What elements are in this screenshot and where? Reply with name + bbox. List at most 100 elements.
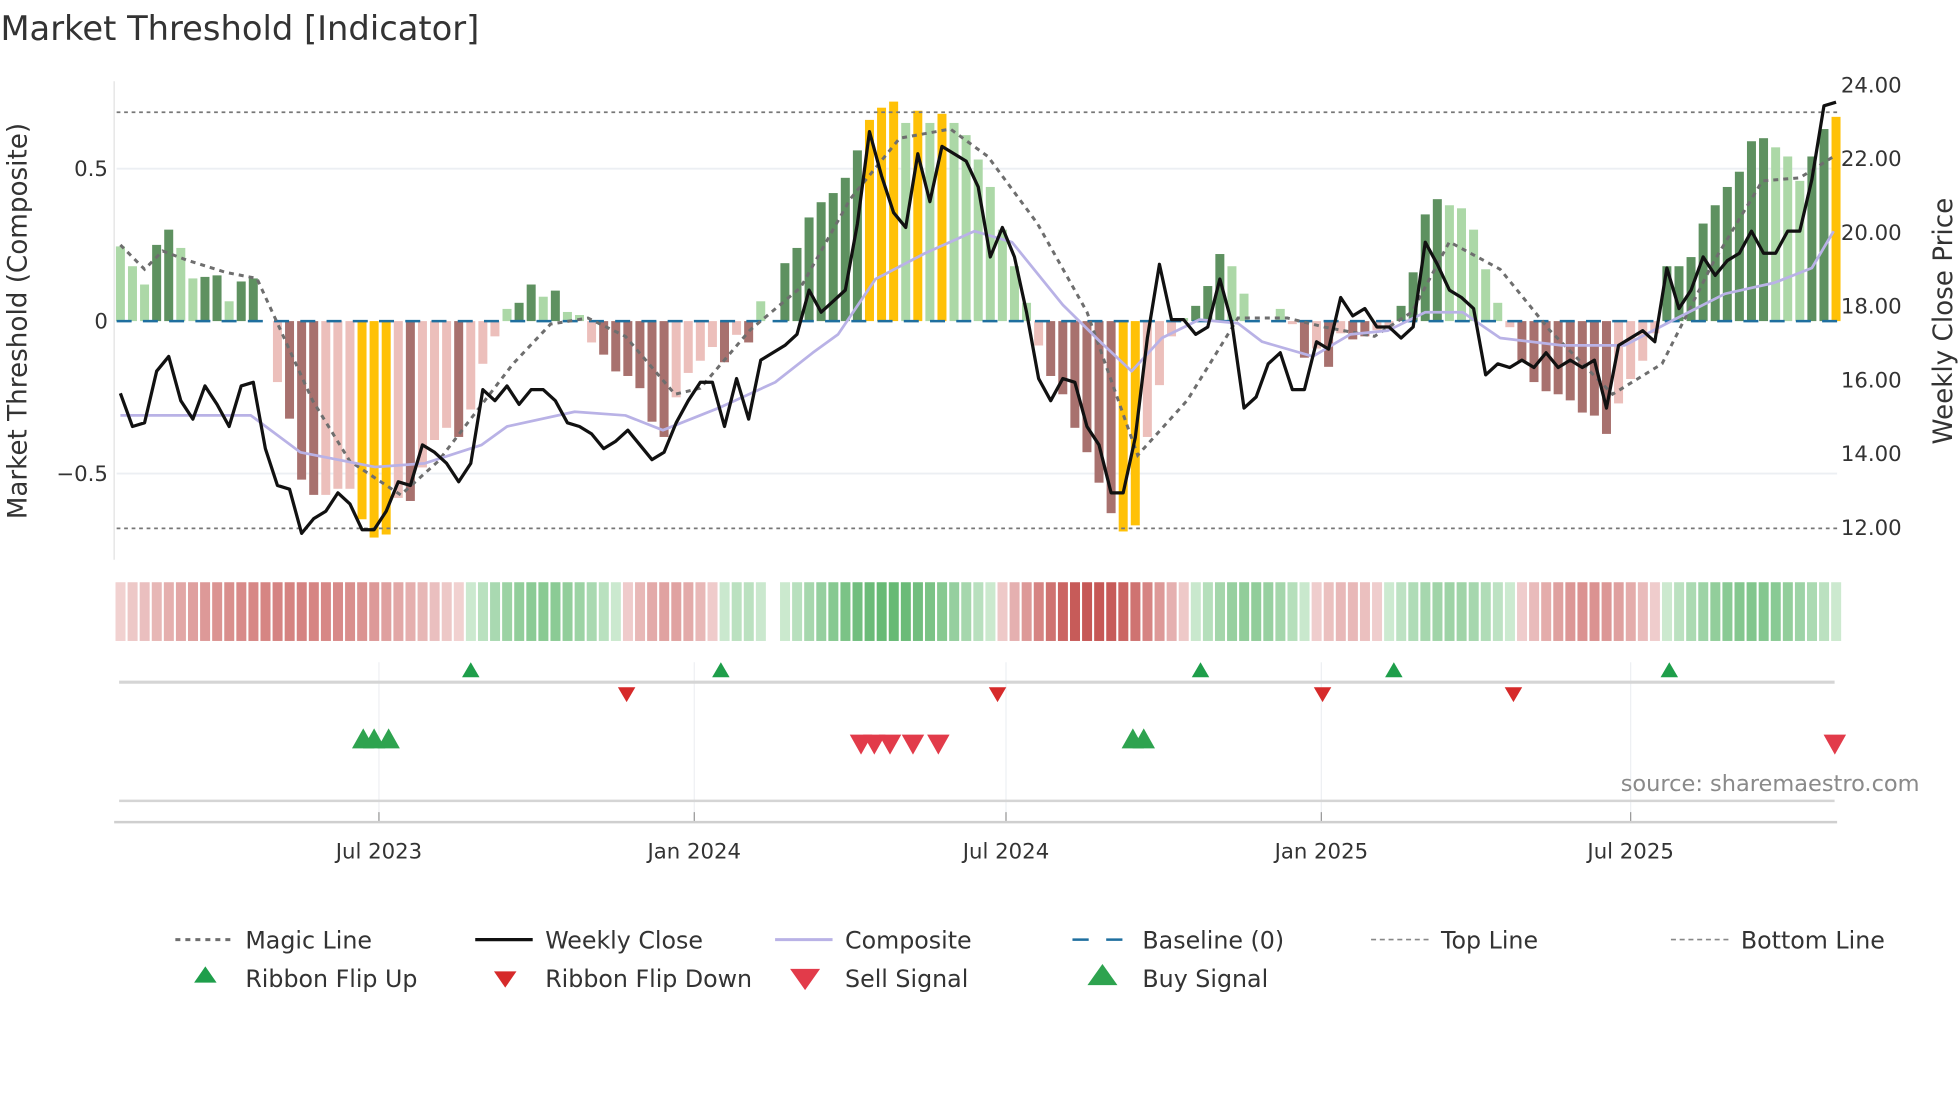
ribbon-cell [1335,582,1346,641]
ribbon-cell [1517,582,1528,641]
histogram-bar [1299,321,1309,358]
histogram-bar [309,321,319,495]
ribbon-cell [272,582,283,641]
ribbon-cell [1746,582,1757,641]
ribbon-cell [1601,582,1612,641]
legend-item-buy: Buy Signal [1087,963,1268,993]
histogram-bar [1505,321,1515,328]
histogram-bar [756,301,766,322]
ribbon-cell [453,582,464,641]
histogram-bar [1287,321,1297,325]
legend-flip-down-icon [493,971,517,988]
histogram-bar [1783,156,1793,322]
histogram-bar [1227,266,1237,322]
histogram-bar [997,229,1007,322]
ribbon-cell [188,582,199,641]
histogram-bar [1650,321,1660,334]
histogram-bar [1009,266,1019,322]
ribbon-cell [550,582,561,641]
histogram-bar [744,321,754,343]
x-tick-label: Jul 2024 [961,839,1049,864]
histogram-bar [1589,321,1599,416]
ribbon-cell [393,582,404,641]
ribbon-cell [332,582,343,641]
sell-signal-marker [901,734,925,755]
ribbon-cell [1758,582,1769,641]
histogram-bar [1759,138,1769,322]
histogram-bar [285,321,295,419]
histogram-bar [635,321,645,389]
histogram-bar [1674,266,1684,322]
histogram-bar [236,281,246,322]
ribbon-cell [840,582,851,641]
ribbon-cell [1589,582,1600,641]
ribbon-cell [659,582,670,641]
histogram-bar [1167,321,1177,337]
histogram-bar [357,321,367,520]
left-tick-label: −0.5 [56,462,108,487]
ribbon-cell [816,582,827,641]
histogram-bar [864,119,874,322]
histogram-bar [1336,321,1346,334]
ribbon-cell [357,582,368,641]
histogram-bar [1807,156,1817,322]
ribbon-flip-down-marker [617,687,636,703]
histogram-bar [961,135,971,322]
axes: 0.5 0 −0.5 24.00 22.00 20.00 18.00 16.00 14.00 12… [56,73,1901,540]
ribbon-cell [465,582,476,641]
histogram-bar [1795,180,1805,322]
histogram-bar [1734,171,1744,322]
histogram-bar [333,321,343,489]
ribbon-cell [1287,582,1298,641]
ribbon-cell [236,582,247,641]
histogram-bar [1638,321,1648,361]
legend-label: Sell Signal [845,965,968,993]
histogram-bar [949,122,959,322]
histogram-bar [176,247,186,322]
ribbon-cell [961,582,972,641]
histogram-bar [562,311,572,322]
histogram-bar [659,321,669,437]
ribbon-cell [1130,582,1141,641]
legend-item-baseline: Baseline (0) [1072,926,1284,954]
histogram-bar [816,202,826,322]
ribbon-cell [1794,582,1805,641]
histogram-bar [623,321,633,376]
ribbon-flip-up-marker [1660,662,1679,678]
histogram-bar [925,122,935,322]
ribbon-cell [1118,582,1129,641]
ribbon-cell [417,582,428,641]
ribbon-cell [490,582,501,641]
ribbon-cell [1468,582,1479,641]
ribbon-cell [1057,582,1068,641]
buy-signal-marker [1132,728,1155,749]
histogram-bar [611,321,621,372]
histogram-bar [345,321,355,489]
histogram-bar [430,321,440,441]
left-tick-label: 0.5 [74,157,108,182]
histogram-bar [1384,321,1394,328]
histogram-bar [1058,321,1068,395]
histogram-bar [1203,286,1213,322]
legend-label: Weekly Close [545,926,703,954]
ribbon-cell [1166,582,1177,641]
histogram-bar [127,266,137,322]
ribbon-cell [1541,582,1552,641]
histogram-bar [1819,129,1829,322]
ribbon-cell [1770,582,1781,641]
ribbon-cell [1299,582,1310,641]
ribbon-cell [912,582,923,641]
histogram-bar [599,321,609,355]
ribbon-cell [876,582,887,641]
ribbon-cell [1674,582,1685,641]
sell-signal-marker [927,734,950,755]
ribbon-cell [1106,582,1117,641]
histogram-bar [1191,305,1201,322]
ribbon-cell [1529,582,1540,641]
histogram-bar [321,321,331,495]
histogram-bar [1082,321,1092,453]
ribbon-cell [683,582,694,641]
ribbon-cell [828,582,839,641]
x-tick-label: Jul 2025 [1585,839,1673,864]
histogram-bar [1722,186,1732,322]
